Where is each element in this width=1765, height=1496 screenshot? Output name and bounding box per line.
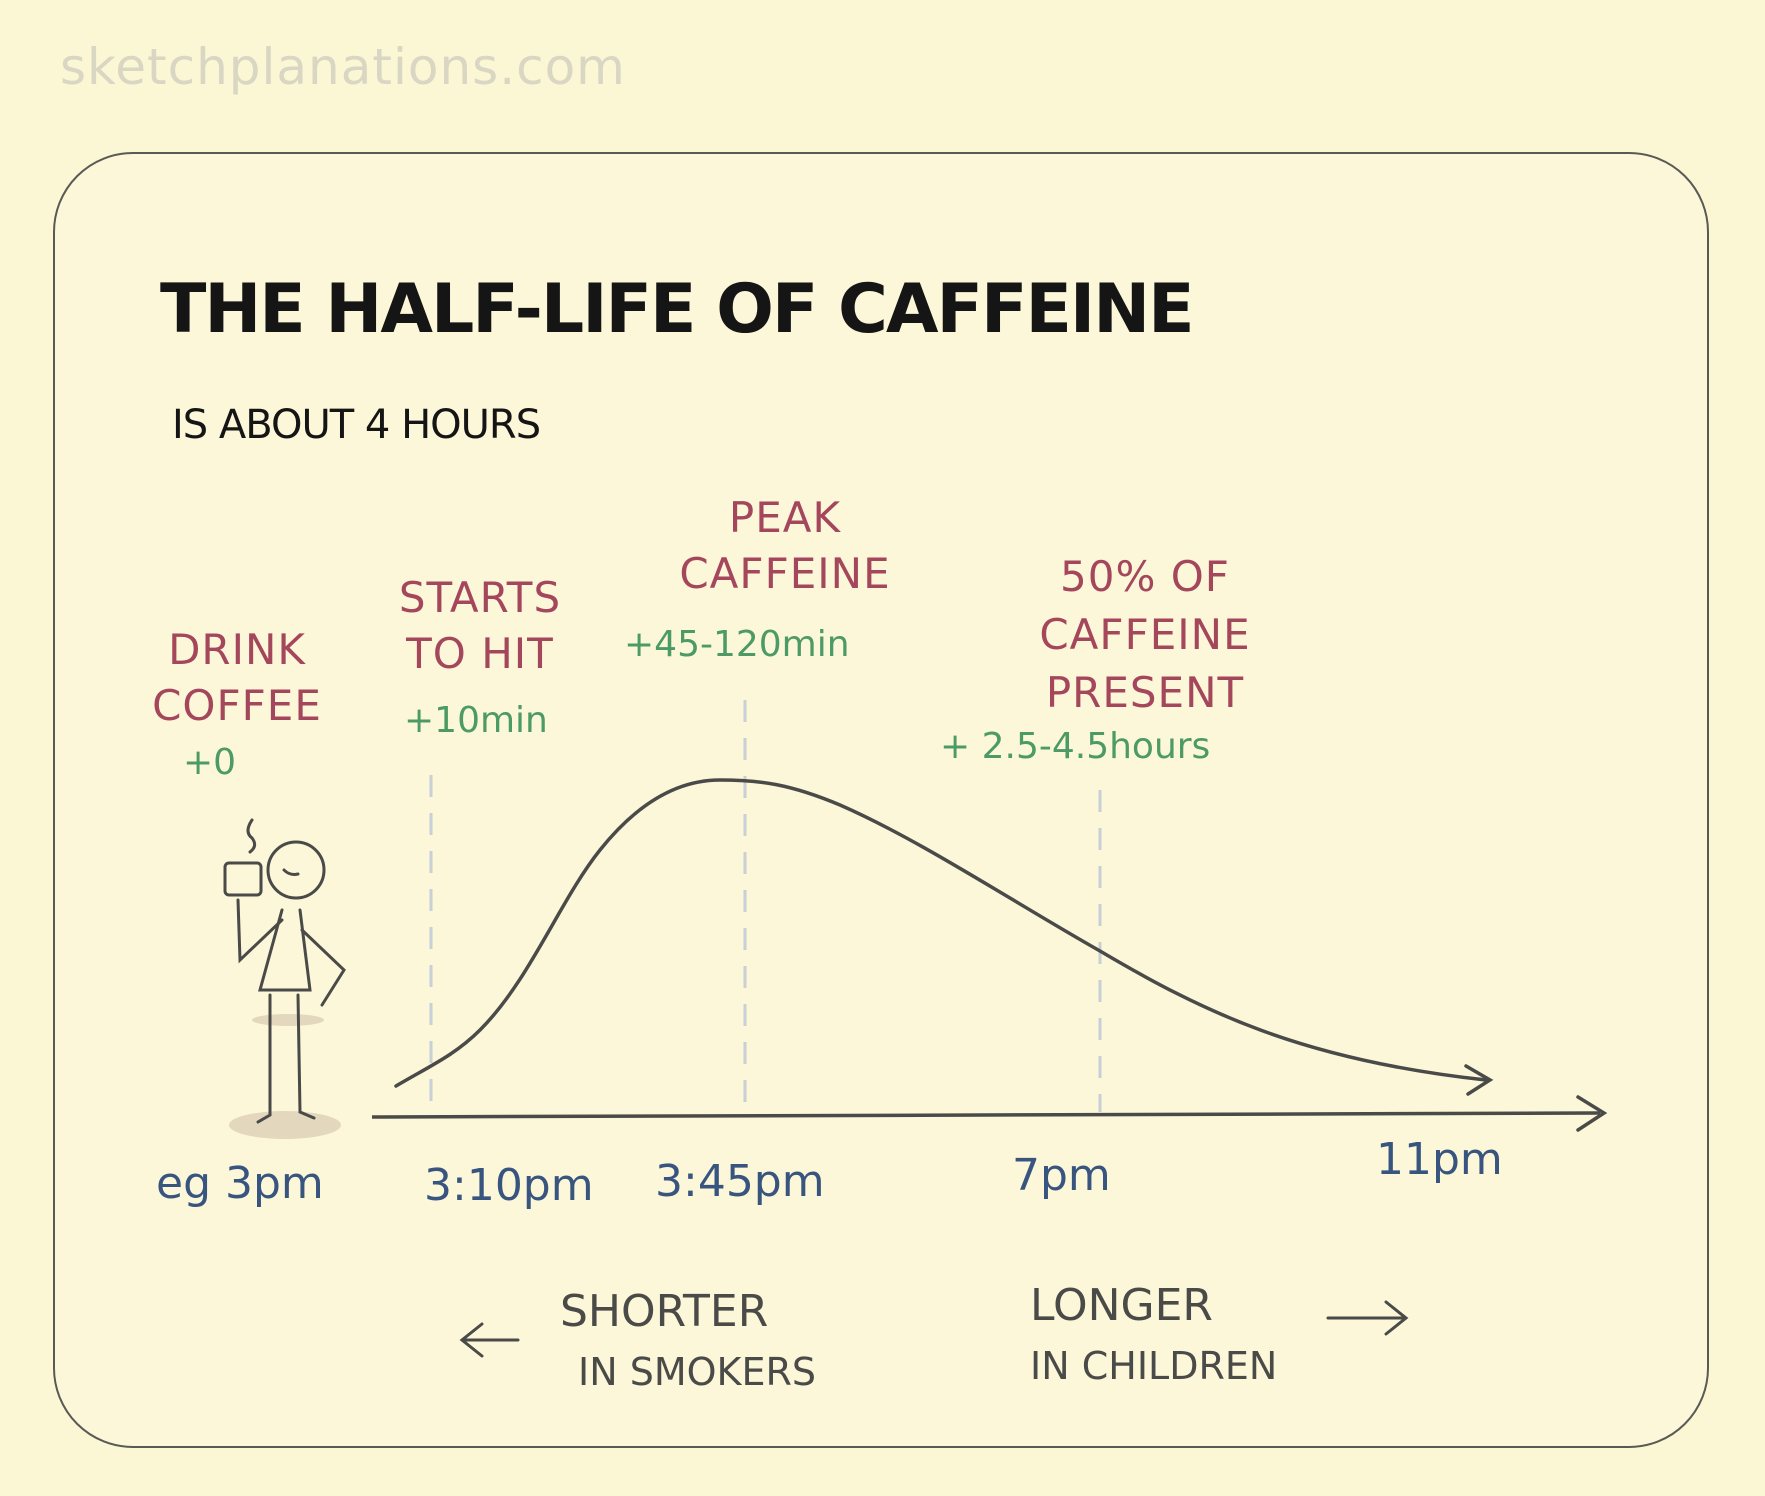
note-longer-in-children: LONGER IN CHILDREN: [1030, 1276, 1277, 1396]
label-line: COFFEE: [152, 681, 322, 730]
label-line: STARTS: [398, 573, 562, 622]
title: THE HALF-LIFE OF CAFFEINE: [160, 270, 1195, 349]
time-end: 11pm: [1376, 1134, 1503, 1185]
offset-starts-to-hit: +10min: [404, 700, 548, 741]
right-arrow-icon: [1326, 1300, 1409, 1336]
offset-drink-coffee: +0: [183, 742, 237, 783]
subtitle: IS ABOUT 4 HOURS: [172, 402, 541, 448]
label-line: CAFFEINE: [679, 549, 891, 598]
label-line: DRINK: [168, 625, 306, 674]
card-frame: [53, 152, 1709, 1448]
person-drinking-coffee-icon: [223, 818, 346, 1139]
offset-peak-caffeine: +45-120min: [624, 624, 850, 665]
label-line: PEAK: [728, 493, 842, 542]
label-starts-to-hit: STARTS TO HIT: [365, 570, 595, 682]
label-drink-coffee: DRINK COFFEE: [132, 622, 342, 734]
watermark: sketchplanations.com: [60, 38, 626, 96]
curve-arrowhead: [1464, 1064, 1494, 1096]
time-starts-to-hit: 3:10pm: [424, 1160, 594, 1211]
label-line: PRESENT: [1045, 668, 1245, 717]
caffeine-curve: [394, 778, 1488, 1088]
label-peak-caffeine: PEAK CAFFEINE: [640, 490, 930, 602]
time-half-caffeine: 7pm: [1012, 1150, 1111, 1201]
note-line: LONGER: [1030, 1280, 1213, 1331]
label-line: CAFFEINE: [1039, 610, 1251, 659]
note-line: IN SMOKERS: [578, 1350, 816, 1394]
note-line: SHORTER: [560, 1286, 769, 1337]
axis-arrowhead: [1576, 1095, 1608, 1132]
label-line: 50% OF: [1060, 552, 1230, 601]
time-peak-caffeine: 3:45pm: [655, 1156, 825, 1207]
note-line: IN CHILDREN: [1030, 1344, 1278, 1388]
time-axis: [371, 1111, 1601, 1119]
left-arrow-icon: [459, 1322, 520, 1358]
time-drink-coffee: eg 3pm: [156, 1158, 324, 1209]
label-line: TO HIT: [406, 629, 554, 678]
label-half-caffeine: 50% OF CAFFEINE PRESENT: [985, 548, 1305, 722]
offset-half-caffeine: + 2.5-4.5hours: [940, 726, 1211, 767]
note-shorter-in-smokers: SHORTER IN SMOKERS: [560, 1282, 816, 1402]
